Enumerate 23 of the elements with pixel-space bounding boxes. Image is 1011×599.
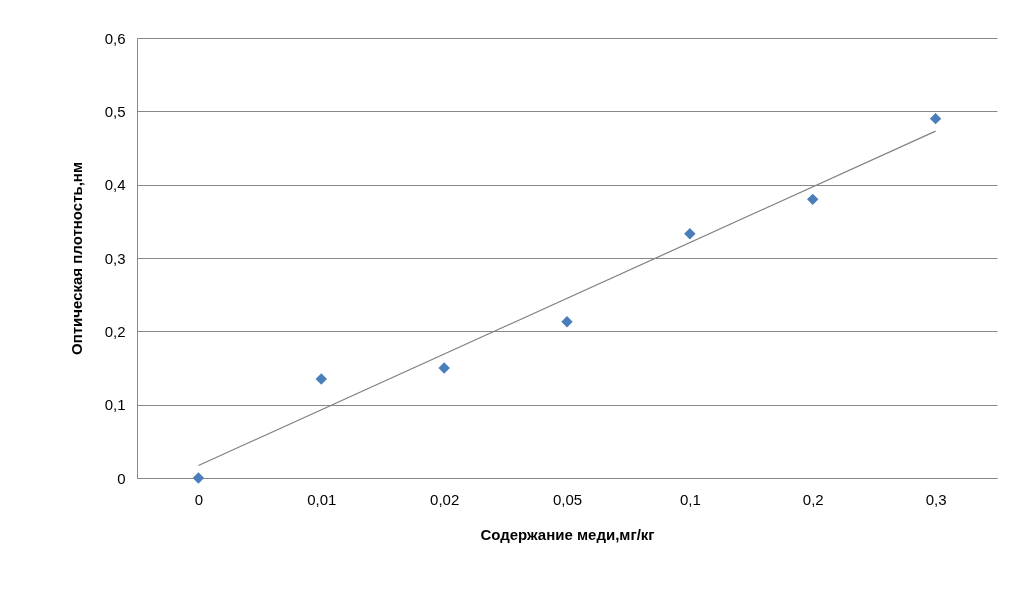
y-tick-label: 0,6 xyxy=(104,29,126,47)
x-axis-title: Содержание меди,мг/кг xyxy=(480,525,655,543)
point xyxy=(684,228,696,240)
point xyxy=(438,362,450,374)
x-tick-label: 0,02 xyxy=(430,490,460,508)
x-tick-label: 0,01 xyxy=(307,490,337,508)
y-tick-label: 0,3 xyxy=(104,249,126,267)
x-tick-label: 0 xyxy=(194,490,204,508)
y-axis-title: Оптическая плотность,нм xyxy=(67,161,85,356)
x-tick-label: 0,05 xyxy=(552,490,583,508)
point xyxy=(192,472,205,484)
x-tick-label: 0,3 xyxy=(925,490,947,508)
y-tick-label: 0,1 xyxy=(104,396,126,414)
point xyxy=(929,112,942,125)
y-tick-label: 0,4 xyxy=(104,176,126,194)
point xyxy=(315,373,327,385)
point xyxy=(561,316,573,328)
point xyxy=(807,193,819,206)
y-tick-label: 0,2 xyxy=(104,322,126,340)
y-tick-label: 0,5 xyxy=(104,102,126,120)
x-tick-label: 0,2 xyxy=(802,490,824,508)
y-tick-label: 0 xyxy=(117,469,126,487)
x-tick-label: 0,1 xyxy=(679,490,701,508)
